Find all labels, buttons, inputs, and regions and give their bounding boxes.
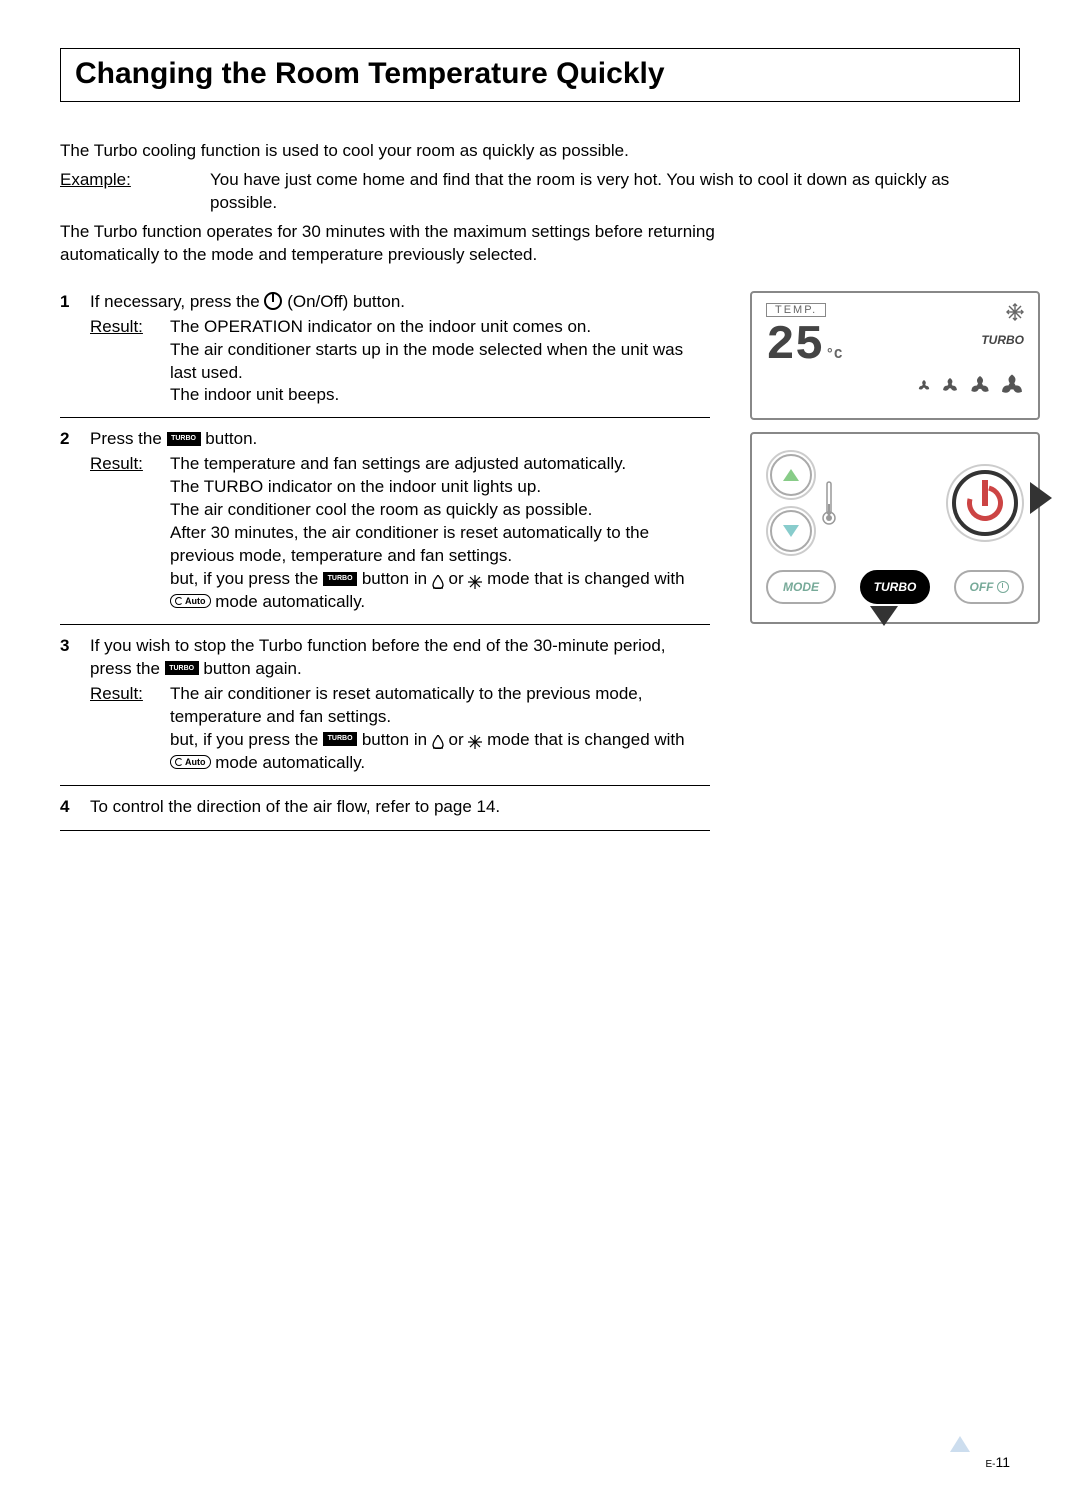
tail-a: but, if you press the — [170, 730, 323, 749]
off-timer-button[interactable]: OFF — [954, 570, 1024, 604]
example-row: Example: You have just come home and fin… — [60, 169, 1020, 215]
turbo-icon: TURBO — [323, 732, 357, 746]
turbo-icon: TURBO — [165, 661, 199, 675]
result-label: Result: — [90, 453, 170, 614]
turbo-icon: TURBO — [167, 432, 201, 446]
result-label: Result: — [90, 683, 170, 775]
down-arrow-icon — [783, 525, 799, 537]
step-1-main-post: (On/Off) button. — [287, 292, 405, 311]
result-label: Result: — [90, 316, 170, 408]
page-number-value: 11 — [995, 1454, 1010, 1470]
step-2-result-line: The temperature and fan settings are adj… — [170, 453, 710, 476]
step-3-main: If you wish to stop the Turbo function b… — [90, 635, 710, 681]
step-1-main-pre: If necessary, press the — [90, 292, 264, 311]
drop-icon — [432, 575, 444, 589]
temp-value: 25 — [766, 327, 824, 365]
snowflake-icon — [1006, 303, 1024, 321]
tail-e: mode automatically. — [215, 592, 365, 611]
step-1-result: The OPERATION indicator on the indoor un… — [170, 316, 710, 408]
step-2-main-post: button. — [205, 429, 257, 448]
page-title: Changing the Room Temperature Quickly — [75, 57, 1005, 91]
remote-display: TEMP. 25 °C TURBO — [750, 291, 1040, 420]
step-2-main: Press the TURBO button. — [90, 428, 710, 451]
page-number-prefix: E- — [985, 1459, 995, 1470]
step-1: 1 If necessary, press the (On/Off) butto… — [60, 291, 710, 419]
remote-button-panel: MODE TURBO OFF — [750, 432, 1040, 624]
clock-icon — [997, 581, 1009, 593]
step-2-tail: but, if you press the TURBO button in or… — [170, 568, 710, 614]
pointer-arrow-icon — [870, 606, 898, 626]
step-3: 3 If you wish to stop the Turbo function… — [60, 635, 710, 786]
temp-up-button[interactable] — [766, 450, 816, 500]
snowflake-icon — [468, 735, 482, 749]
step-4: 4 To control the direction of the air fl… — [60, 796, 710, 832]
temp-down-button[interactable] — [766, 506, 816, 556]
intro-text: The Turbo cooling function is used to co… — [60, 140, 1020, 163]
tail-c: or — [449, 569, 469, 588]
step-number: 4 — [60, 796, 90, 821]
tail-b: button in — [362, 569, 432, 588]
tail-d: mode that is changed with — [487, 569, 685, 588]
tail-c: or — [449, 730, 469, 749]
page-number: E-11 — [985, 1454, 1010, 1470]
step-2-result-line: After 30 minutes, the air conditioner is… — [170, 522, 710, 568]
tail-a: but, if you press the — [170, 569, 323, 588]
temp-unit: °C — [826, 350, 843, 361]
power-button[interactable] — [946, 464, 1024, 542]
step-3-tail: but, if you press the TURBO button in or… — [170, 729, 710, 775]
example-text: You have just come home and find that th… — [210, 169, 1020, 215]
tail-e: mode automatically. — [215, 753, 365, 772]
pointer-arrow-icon — [1030, 482, 1052, 514]
power-icon-bar — [982, 480, 988, 506]
step-1-main: If necessary, press the (On/Off) button. — [90, 291, 710, 314]
auto-icon: Auto — [170, 594, 211, 608]
fan-speed-icons — [766, 373, 1024, 404]
snowflake-icon — [468, 575, 482, 589]
auto-icon-label: Auto — [185, 595, 206, 607]
tail-b: button in — [362, 730, 432, 749]
auto-icon: Auto — [170, 755, 211, 769]
step-2-result: The temperature and fan settings are adj… — [170, 453, 710, 614]
off-label: OFF — [970, 580, 994, 594]
temp-reading: 25 °C — [766, 327, 842, 365]
turbo-icon: TURBO — [323, 572, 357, 586]
up-arrow-icon — [783, 469, 799, 481]
example-label: Example: — [60, 169, 210, 215]
step-number: 3 — [60, 635, 90, 775]
step-3-main-b: button again. — [203, 659, 301, 678]
step-4-main: To control the direction of the air flow… — [90, 796, 710, 819]
title-box: Changing the Room Temperature Quickly — [60, 49, 1020, 102]
step-2-main-pre: Press the — [90, 429, 167, 448]
remote-control: TEMP. 25 °C TURBO — [750, 291, 1040, 842]
step-2-result-line: The air conditioner cool the room as qui… — [170, 499, 710, 522]
tail-d: mode that is changed with — [487, 730, 685, 749]
step-3-result: The air conditioner is reset automatical… — [170, 683, 710, 775]
mode-button[interactable]: MODE — [766, 570, 836, 604]
drop-icon — [432, 735, 444, 749]
turbo-indicator: TURBO — [981, 333, 1024, 347]
after-example-text: The Turbo function operates for 30 minut… — [60, 221, 760, 267]
step-number: 2 — [60, 428, 90, 614]
step-2: 2 Press the TURBO button. Result: The te… — [60, 428, 710, 625]
power-icon — [264, 292, 282, 310]
step-2-result-line: The TURBO indicator on the indoor unit l… — [170, 476, 710, 499]
step-number: 1 — [60, 291, 90, 408]
thermometer-icon — [822, 480, 836, 526]
turbo-button[interactable]: TURBO — [860, 570, 930, 604]
step-3-result-line: The air conditioner is reset automatical… — [170, 683, 710, 729]
temp-label-box: TEMP. — [766, 303, 826, 317]
page-marker-icon — [950, 1436, 970, 1452]
steps-column: 1 If necessary, press the (On/Off) butto… — [60, 291, 710, 842]
auto-icon-label: Auto — [185, 756, 206, 768]
